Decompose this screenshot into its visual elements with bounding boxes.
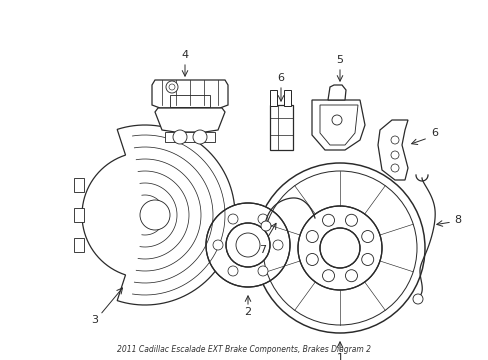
Circle shape bbox=[322, 214, 334, 226]
Circle shape bbox=[258, 214, 267, 224]
Polygon shape bbox=[155, 108, 224, 132]
Text: 3: 3 bbox=[91, 315, 98, 325]
Polygon shape bbox=[152, 80, 227, 108]
Circle shape bbox=[331, 115, 341, 125]
Circle shape bbox=[361, 230, 373, 243]
Text: 6: 6 bbox=[277, 73, 284, 83]
Circle shape bbox=[305, 253, 318, 265]
Bar bbox=[164, 132, 215, 142]
Circle shape bbox=[258, 266, 267, 276]
Text: 5: 5 bbox=[336, 55, 343, 65]
Circle shape bbox=[361, 253, 373, 265]
Circle shape bbox=[205, 203, 289, 287]
Text: 4: 4 bbox=[181, 50, 188, 60]
Bar bbox=[284, 90, 290, 106]
Text: 2: 2 bbox=[244, 307, 251, 317]
Circle shape bbox=[305, 230, 318, 243]
Text: 1: 1 bbox=[336, 353, 343, 360]
Circle shape bbox=[272, 240, 283, 250]
Polygon shape bbox=[311, 100, 364, 150]
Text: 7: 7 bbox=[259, 245, 266, 255]
Circle shape bbox=[261, 221, 270, 231]
Circle shape bbox=[140, 200, 170, 230]
Bar bbox=[170, 95, 209, 107]
Circle shape bbox=[390, 136, 398, 144]
Text: 6: 6 bbox=[430, 128, 438, 138]
Circle shape bbox=[173, 130, 186, 144]
Circle shape bbox=[227, 266, 238, 276]
Polygon shape bbox=[327, 85, 346, 100]
Polygon shape bbox=[377, 120, 407, 180]
Polygon shape bbox=[269, 105, 292, 150]
Bar bbox=[74, 208, 84, 222]
Text: 2011 Cadillac Escalade EXT Brake Components, Brakes Diagram 2: 2011 Cadillac Escalade EXT Brake Compone… bbox=[117, 346, 370, 355]
Circle shape bbox=[319, 228, 359, 268]
Circle shape bbox=[213, 240, 223, 250]
Text: 8: 8 bbox=[453, 215, 461, 225]
Circle shape bbox=[227, 214, 238, 224]
Circle shape bbox=[390, 164, 398, 172]
Bar bbox=[74, 178, 84, 192]
Circle shape bbox=[225, 223, 269, 267]
Circle shape bbox=[322, 270, 334, 282]
Circle shape bbox=[390, 151, 398, 159]
Circle shape bbox=[412, 294, 422, 304]
Circle shape bbox=[193, 130, 206, 144]
Polygon shape bbox=[82, 125, 235, 305]
Circle shape bbox=[165, 81, 178, 93]
Bar bbox=[74, 238, 84, 252]
Circle shape bbox=[345, 270, 357, 282]
Circle shape bbox=[297, 206, 381, 290]
Circle shape bbox=[254, 163, 424, 333]
Circle shape bbox=[345, 214, 357, 226]
Bar bbox=[269, 90, 276, 106]
